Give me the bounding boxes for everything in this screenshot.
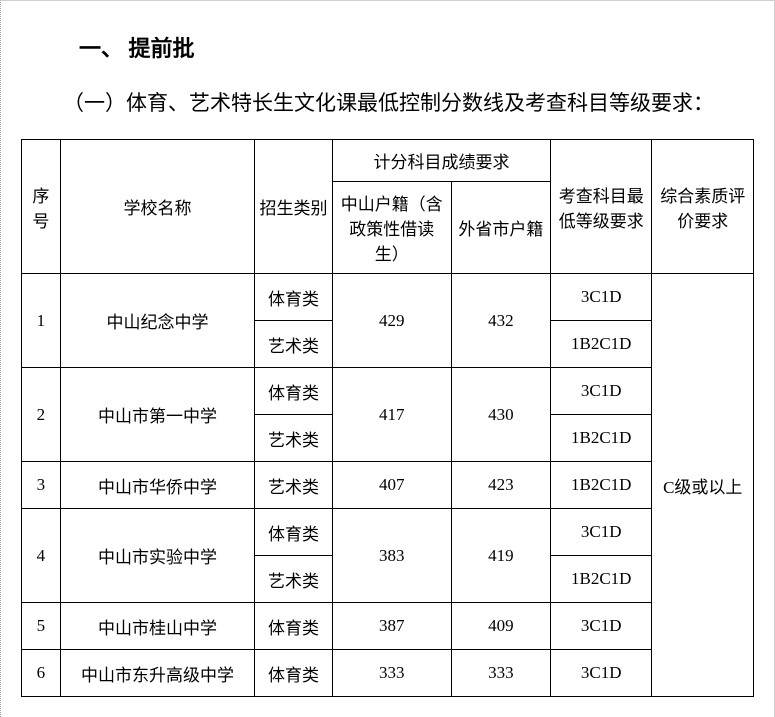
header-grade: 考查科目最低等级要求 [550, 140, 651, 274]
cell-score-other: 423 [451, 462, 550, 509]
cell-grade: 1B2C1D [550, 462, 651, 509]
subsection-paragraph: （一）体育、艺术特长生文化课最低控制分数线及考查科目等级要求： [21, 81, 754, 125]
cell-score-local: 429 [332, 274, 451, 368]
cell-score-other: 430 [451, 368, 550, 462]
table-row: 2中山市第一中学体育类4174303C1D [22, 368, 754, 415]
cell-score-local: 383 [332, 509, 451, 603]
cell-grade: 1B2C1D [550, 556, 651, 603]
cell-score-other: 333 [451, 650, 550, 697]
cell-grade: 1B2C1D [550, 415, 651, 462]
cell-school: 中山市第一中学 [60, 368, 254, 462]
cell-score-other: 432 [451, 274, 550, 368]
cell-score-other: 419 [451, 509, 550, 603]
cell-grade: 1B2C1D [550, 321, 651, 368]
cell-school: 中山纪念中学 [60, 274, 254, 368]
cell-school: 中山市实验中学 [60, 509, 254, 603]
cell-category: 艺术类 [255, 321, 333, 368]
cell-category: 艺术类 [255, 415, 333, 462]
cell-grade: 3C1D [550, 603, 651, 650]
cell-category: 体育类 [255, 603, 333, 650]
cell-category: 体育类 [255, 509, 333, 556]
cell-grade: 3C1D [550, 368, 651, 415]
score-table: 序号 学校名称 招生类别 计分科目成绩要求 考查科目最低等级要求 综合素质评价要… [21, 139, 754, 697]
table-body: 1中山纪念中学体育类4294323C1DC级或以上艺术类1B2C1D2中山市第一… [22, 274, 754, 697]
cell-seq: 3 [22, 462, 61, 509]
cell-seq: 5 [22, 603, 61, 650]
header-score1: 中山户籍（含政策性借读生） [332, 182, 451, 274]
cell-category: 体育类 [255, 368, 333, 415]
cell-school: 中山市东升高级中学 [60, 650, 254, 697]
cell-school: 中山市华侨中学 [60, 462, 254, 509]
cell-seq: 4 [22, 509, 61, 603]
cell-grade: 3C1D [550, 274, 651, 321]
header-school: 学校名称 [60, 140, 254, 274]
section-heading: 一、 提前批 [79, 31, 754, 63]
cell-score-local: 333 [332, 650, 451, 697]
cell-category: 体育类 [255, 650, 333, 697]
header-category: 招生类别 [255, 140, 333, 274]
table-row: 3中山市华侨中学艺术类4074231B2C1D [22, 462, 754, 509]
table-row: 1中山纪念中学体育类4294323C1DC级或以上 [22, 274, 754, 321]
cell-quality: C级或以上 [652, 274, 754, 697]
cell-score-local: 407 [332, 462, 451, 509]
header-seq: 序号 [22, 140, 61, 274]
cell-seq: 1 [22, 274, 61, 368]
cell-category: 体育类 [255, 274, 333, 321]
table-row: 6中山市东升高级中学体育类3333333C1D [22, 650, 754, 697]
cell-seq: 6 [22, 650, 61, 697]
header-score2: 外省市户籍 [451, 182, 550, 274]
cell-grade: 3C1D [550, 650, 651, 697]
header-quality: 综合素质评价要求 [652, 140, 754, 274]
header-score-group: 计分科目成绩要求 [332, 140, 550, 182]
cell-score-local: 417 [332, 368, 451, 462]
cell-score-local: 387 [332, 603, 451, 650]
cell-score-other: 409 [451, 603, 550, 650]
table-row: 5中山市桂山中学体育类3874093C1D [22, 603, 754, 650]
cell-grade: 3C1D [550, 509, 651, 556]
cell-category: 艺术类 [255, 556, 333, 603]
document-page: 一、 提前批 （一）体育、艺术特长生文化课最低控制分数线及考查科目等级要求： 序… [0, 0, 775, 717]
cell-seq: 2 [22, 368, 61, 462]
table-row: 4中山市实验中学体育类3834193C1D [22, 509, 754, 556]
cell-category: 艺术类 [255, 462, 333, 509]
table-header: 序号 学校名称 招生类别 计分科目成绩要求 考查科目最低等级要求 综合素质评价要… [22, 140, 754, 274]
cell-school: 中山市桂山中学 [60, 603, 254, 650]
